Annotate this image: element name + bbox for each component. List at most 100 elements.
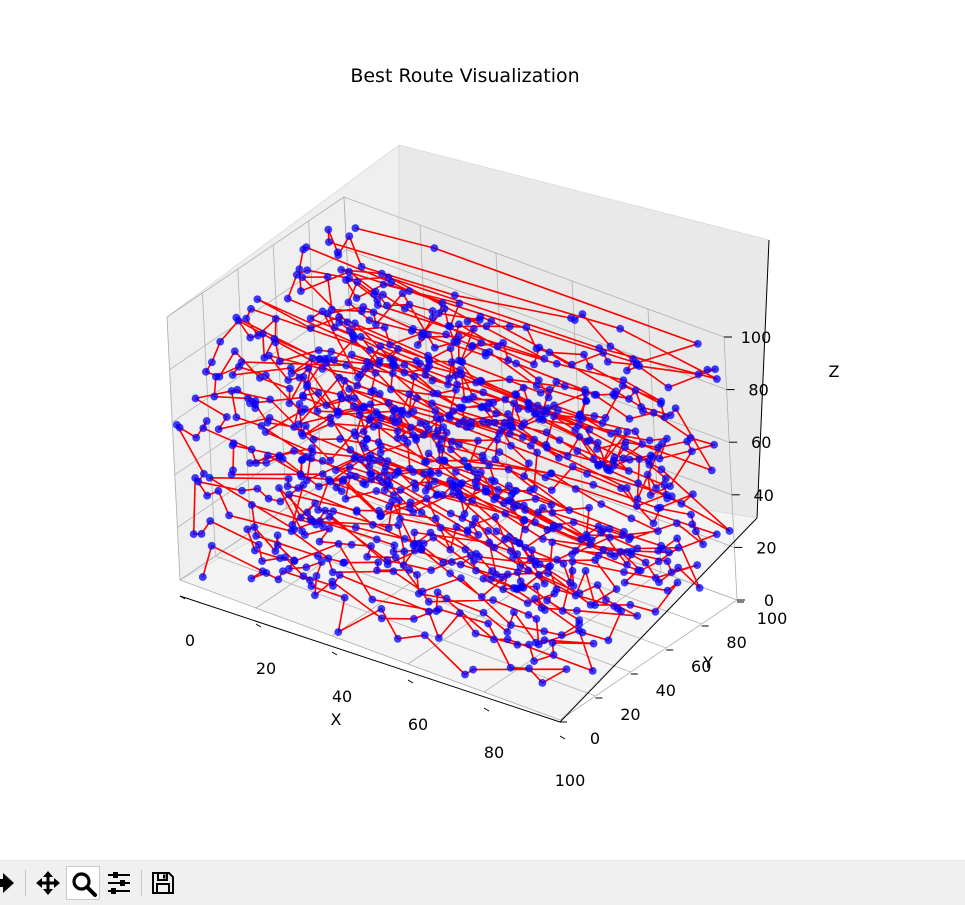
data-point bbox=[363, 552, 372, 561]
data-point bbox=[485, 347, 494, 356]
data-point bbox=[351, 523, 360, 532]
data-point bbox=[328, 577, 337, 586]
data-point bbox=[329, 507, 338, 516]
data-point bbox=[417, 332, 426, 341]
chart-title: Best Route Visualization bbox=[350, 65, 579, 87]
data-point bbox=[651, 607, 660, 616]
data-point bbox=[535, 560, 544, 569]
data-point bbox=[436, 523, 445, 532]
data-point bbox=[627, 514, 636, 523]
data-point bbox=[449, 489, 458, 498]
data-point bbox=[409, 541, 418, 550]
data-point bbox=[400, 547, 409, 556]
data-point bbox=[477, 592, 486, 601]
data-point bbox=[446, 569, 455, 578]
data-point bbox=[192, 433, 201, 442]
data-point bbox=[654, 557, 663, 566]
data-point bbox=[655, 454, 664, 463]
data-point bbox=[297, 429, 306, 438]
data-point bbox=[624, 466, 633, 475]
data-point bbox=[582, 530, 591, 539]
x-tick bbox=[407, 679, 414, 684]
data-point bbox=[344, 298, 353, 307]
data-point bbox=[375, 389, 384, 398]
configure-subplots-button[interactable] bbox=[102, 866, 136, 900]
data-point bbox=[340, 593, 349, 602]
data-point bbox=[378, 290, 387, 299]
data-point bbox=[216, 337, 225, 346]
data-point bbox=[287, 527, 296, 536]
data-point bbox=[481, 487, 490, 496]
data-point bbox=[383, 457, 392, 466]
data-point bbox=[388, 413, 397, 422]
data-point bbox=[530, 594, 539, 603]
data-point bbox=[421, 370, 430, 379]
z-tick-label: 20 bbox=[756, 538, 776, 557]
data-point bbox=[545, 348, 554, 357]
data-point bbox=[626, 600, 635, 609]
data-point bbox=[471, 566, 480, 575]
data-point bbox=[666, 411, 675, 420]
z-tick-label: 100 bbox=[741, 328, 772, 347]
x-tick-label: 20 bbox=[256, 659, 276, 678]
data-point bbox=[258, 557, 267, 566]
data-point bbox=[635, 455, 644, 464]
data-point bbox=[199, 469, 208, 478]
data-point bbox=[667, 568, 676, 577]
data-point bbox=[620, 527, 629, 536]
data-point bbox=[302, 563, 311, 572]
data-point bbox=[430, 343, 439, 352]
data-point bbox=[326, 456, 335, 465]
data-point bbox=[499, 585, 508, 594]
data-point bbox=[602, 464, 611, 473]
data-point bbox=[656, 503, 665, 512]
pan-button[interactable] bbox=[31, 866, 65, 900]
data-point bbox=[574, 421, 583, 430]
data-point bbox=[569, 518, 578, 527]
data-point bbox=[257, 421, 266, 430]
data-point bbox=[475, 315, 484, 324]
data-point bbox=[302, 382, 311, 391]
data-point bbox=[324, 238, 333, 247]
data-point bbox=[657, 397, 666, 406]
data-point bbox=[492, 570, 501, 579]
data-point bbox=[446, 545, 455, 554]
data-point bbox=[576, 535, 585, 544]
data-point bbox=[452, 522, 461, 531]
data-point bbox=[599, 545, 608, 554]
save-button[interactable] bbox=[146, 866, 180, 900]
data-point bbox=[333, 248, 342, 257]
data-point bbox=[471, 514, 480, 523]
data-point bbox=[605, 533, 614, 542]
data-point bbox=[641, 558, 650, 567]
data-point bbox=[610, 552, 619, 561]
data-point bbox=[694, 370, 703, 379]
data-point bbox=[620, 578, 629, 587]
data-point bbox=[366, 400, 375, 409]
data-point bbox=[350, 394, 359, 403]
data-point bbox=[495, 448, 504, 457]
data-point bbox=[285, 490, 294, 499]
data-point bbox=[663, 586, 672, 595]
data-point bbox=[472, 482, 481, 491]
data-point bbox=[550, 412, 559, 421]
data-point bbox=[334, 539, 343, 548]
data-point bbox=[575, 411, 584, 420]
data-point bbox=[306, 515, 315, 524]
data-point bbox=[575, 626, 584, 635]
data-point bbox=[428, 313, 437, 322]
data-point bbox=[463, 317, 472, 326]
data-point bbox=[250, 523, 259, 532]
data-point bbox=[252, 531, 261, 540]
data-point bbox=[266, 395, 275, 404]
data-point bbox=[290, 556, 299, 565]
data-point bbox=[413, 340, 422, 349]
x-tick bbox=[255, 623, 262, 628]
zoom-button[interactable] bbox=[66, 866, 100, 900]
data-point bbox=[199, 424, 208, 433]
data-point bbox=[448, 437, 457, 446]
data-point bbox=[677, 499, 686, 508]
forward-button[interactable] bbox=[0, 866, 20, 900]
z-axis-label: Z bbox=[829, 362, 840, 381]
x-tick bbox=[483, 707, 490, 712]
